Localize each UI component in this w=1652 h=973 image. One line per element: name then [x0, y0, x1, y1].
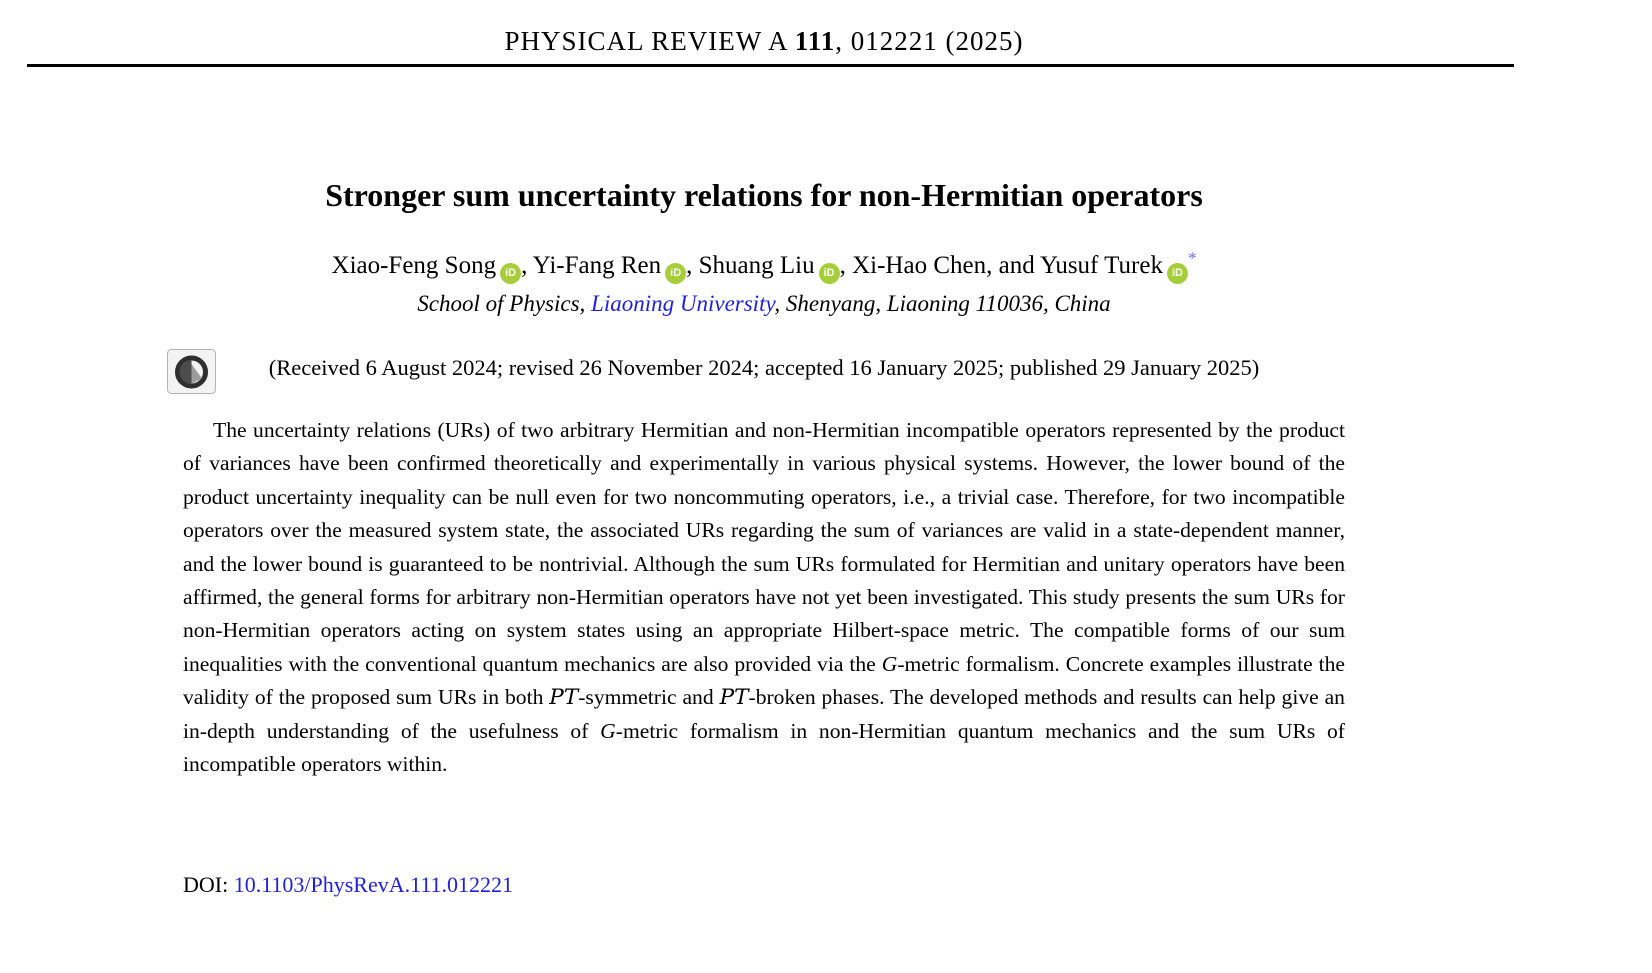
received-history: (Received 6 August 2024; revised 26 Nove…: [268, 355, 1260, 380]
text-segment: The uncertainty relations (URs) of two a…: [183, 418, 1345, 676]
journal-issue-info: , 012221 (2025): [835, 26, 1024, 56]
doi-link[interactable]: 10.1103/PhysRevA.111.012221: [233, 872, 514, 897]
text-segment: School of Physics,: [417, 291, 592, 316]
doi-line: DOI: 10.1103/PhysRevA.111.012221: [183, 872, 1345, 898]
author-separator: ,: [839, 252, 853, 279]
orcid-icon[interactable]: iD: [665, 263, 687, 284]
text-segment: , Shenyang, Liaoning 110036, China: [774, 291, 1111, 316]
author-name: Yusuf Turek: [1040, 252, 1163, 279]
header-rule: [27, 64, 1514, 67]
crossmark-icon-graphic: [167, 349, 216, 394]
journal-header: PHYSICAL REVIEW A 111, 012221 (2025): [183, 26, 1345, 57]
orcid-icon[interactable]: iD: [1166, 263, 1188, 284]
text-segment: G: [600, 718, 616, 743]
crossmark-icon[interactable]: [167, 349, 216, 394]
author-separator: ,: [521, 252, 533, 279]
corresponding-author-asterisk[interactable]: *: [1187, 248, 1197, 268]
author-separator: , and: [986, 252, 1041, 279]
text-segment: -broken phases. The developed methods an…: [183, 685, 1345, 743]
author-separator: ,: [686, 252, 699, 279]
text-segment: -metric formalism in non-Hermitian quant…: [183, 718, 1345, 777]
doi-label: DOI:: [183, 872, 234, 897]
author-name: Xi-Hao Chen: [852, 252, 987, 279]
orcid-icon[interactable]: iD: [500, 263, 522, 284]
author-line: Xiao-Feng Song iD, Yi-Fang Ren iD, Shuang …: [183, 248, 1345, 284]
author-name: Shuang Liu: [698, 252, 815, 279]
author-name: Yi-Fang Ren: [532, 252, 662, 279]
text-segment: PT: [549, 685, 579, 711]
abstract: The uncertainty relations (URs) of two a…: [183, 414, 1345, 781]
paper-title: Stronger sum uncertainty relations for n…: [325, 177, 1203, 213]
journal-name: PHYSICAL REVIEW A: [504, 26, 795, 56]
orcid-icon[interactable]: iD: [818, 263, 840, 284]
text-segment: -symmetric and: [578, 685, 720, 710]
text-segment: -metric formalism. Concrete examples ill…: [183, 651, 1346, 710]
author-name: Xiao-Feng Song: [331, 252, 497, 279]
affiliation-link[interactable]: Liaoning University: [591, 291, 775, 316]
text-segment: PT: [719, 685, 749, 711]
text-segment: G: [881, 651, 898, 676]
journal-volume: 111: [794, 26, 836, 56]
affiliation: School of Physics, Liaoning University, …: [183, 291, 1345, 317]
